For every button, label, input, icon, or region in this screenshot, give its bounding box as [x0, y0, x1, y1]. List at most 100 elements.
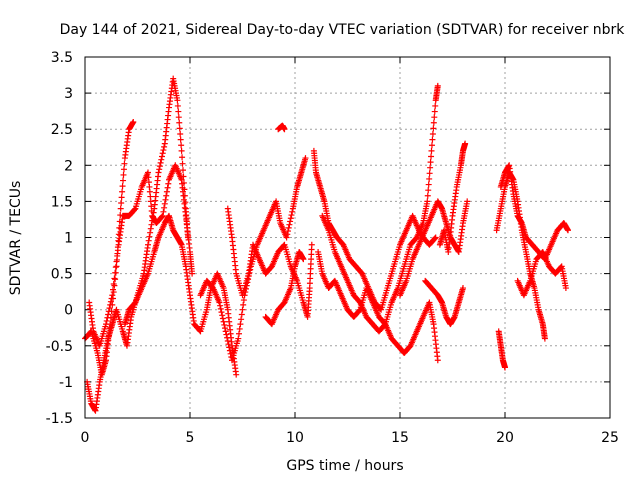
data-point-marker [179, 154, 186, 161]
data-point-marker [114, 247, 121, 254]
data-point-marker [240, 301, 247, 308]
data-point-marker [121, 160, 128, 167]
data-point-marker [236, 325, 243, 332]
data-point-marker [220, 318, 227, 325]
data-point-marker [219, 312, 226, 319]
data-point-marker [120, 166, 127, 173]
data-point-marker [119, 188, 126, 195]
series-track-14 [436, 140, 469, 255]
data-point-marker [159, 150, 166, 157]
series-track-8 [275, 122, 288, 133]
grid-lines [85, 57, 610, 418]
data-point-marker [221, 321, 228, 328]
data-point-marker [428, 142, 435, 149]
x-tick-label: 5 [186, 430, 195, 446]
data-point-marker [239, 306, 246, 313]
x-tick-label: 0 [81, 430, 90, 446]
data-point-marker [156, 166, 163, 173]
data-point-marker [285, 224, 292, 231]
data-point-marker [224, 334, 231, 341]
y-tick-label: 0 [64, 303, 73, 319]
data-point-marker [432, 235, 438, 242]
series-track-4 [121, 212, 240, 378]
data-point-marker [145, 237, 152, 244]
data-point-marker [462, 140, 469, 147]
data-point-marker [103, 317, 110, 324]
data-point-marker [111, 275, 118, 282]
data-point-marker [117, 205, 124, 212]
data-point-marker [240, 297, 247, 304]
series-track-18 [514, 248, 569, 299]
data-point-marker [562, 285, 569, 292]
data-point-marker [105, 308, 112, 315]
y-tick-label: 0.5 [51, 267, 73, 283]
data-point-marker [217, 302, 224, 309]
data-point-marker [281, 126, 288, 133]
data-point-marker [158, 156, 165, 163]
data-point-marker [283, 234, 290, 241]
data-point-marker [147, 229, 154, 236]
data-point-marker [219, 315, 226, 322]
data-point-marker [226, 344, 233, 351]
data-point-marker [189, 270, 196, 277]
x-tick-label: 15 [391, 430, 409, 446]
plot-frame [84, 56, 611, 419]
data-point-marker [161, 204, 168, 211]
data-point-marker [145, 241, 151, 248]
y-tick-label: -0.5 [46, 339, 73, 355]
data-point-marker [178, 147, 185, 154]
data-point-marker [381, 321, 388, 328]
data-point-marker [112, 269, 119, 276]
data-points [82, 75, 571, 414]
data-point-marker [287, 215, 294, 222]
data-point-marker [106, 305, 113, 312]
data-point-marker [118, 194, 125, 201]
data-point-marker [180, 167, 186, 174]
data-point-marker [427, 164, 434, 171]
series-track-7 [262, 248, 307, 328]
data-point-marker [105, 311, 112, 318]
data-point-marker [161, 200, 168, 207]
data-point-marker [429, 131, 436, 138]
series-track-12 [397, 198, 471, 299]
data-point-marker [222, 325, 228, 332]
y-tick-label: -1 [59, 375, 73, 391]
data-point-marker [174, 97, 181, 104]
data-point-marker [431, 114, 438, 121]
data-point-marker [160, 208, 167, 215]
data-point-marker [120, 177, 127, 184]
data-point-marker [502, 364, 508, 371]
data-point-marker [114, 252, 121, 259]
data-point-marker [157, 159, 164, 166]
data-point-marker [430, 125, 437, 132]
data-point-marker [163, 188, 170, 195]
y-tick-label: -1.5 [46, 411, 73, 427]
data-point-marker [179, 160, 186, 167]
data-point-marker [426, 170, 433, 177]
data-point-marker [146, 233, 153, 240]
data-point-marker [110, 281, 117, 288]
data-point-marker [285, 228, 291, 235]
data-point-marker [177, 136, 184, 143]
data-point-marker [289, 208, 296, 215]
data-point-marker [164, 184, 171, 191]
series-track-3 [86, 162, 196, 349]
data-point-marker [541, 335, 548, 342]
data-point-marker [131, 206, 138, 213]
data-point-marker [216, 299, 223, 306]
data-point-marker [432, 102, 439, 109]
data-point-marker [308, 241, 315, 248]
data-point-marker [108, 295, 115, 302]
data-point-marker [237, 321, 244, 328]
data-point-marker [300, 256, 307, 263]
data-point-marker [112, 264, 119, 271]
y-tick-label: 3.5 [51, 50, 73, 66]
data-point-marker [236, 330, 242, 337]
data-point-marker [222, 328, 229, 335]
data-point-marker [287, 218, 294, 225]
data-point-marker [178, 142, 185, 149]
data-point-marker [159, 153, 165, 160]
series-track-6 [224, 205, 315, 320]
data-point-marker [162, 196, 169, 203]
